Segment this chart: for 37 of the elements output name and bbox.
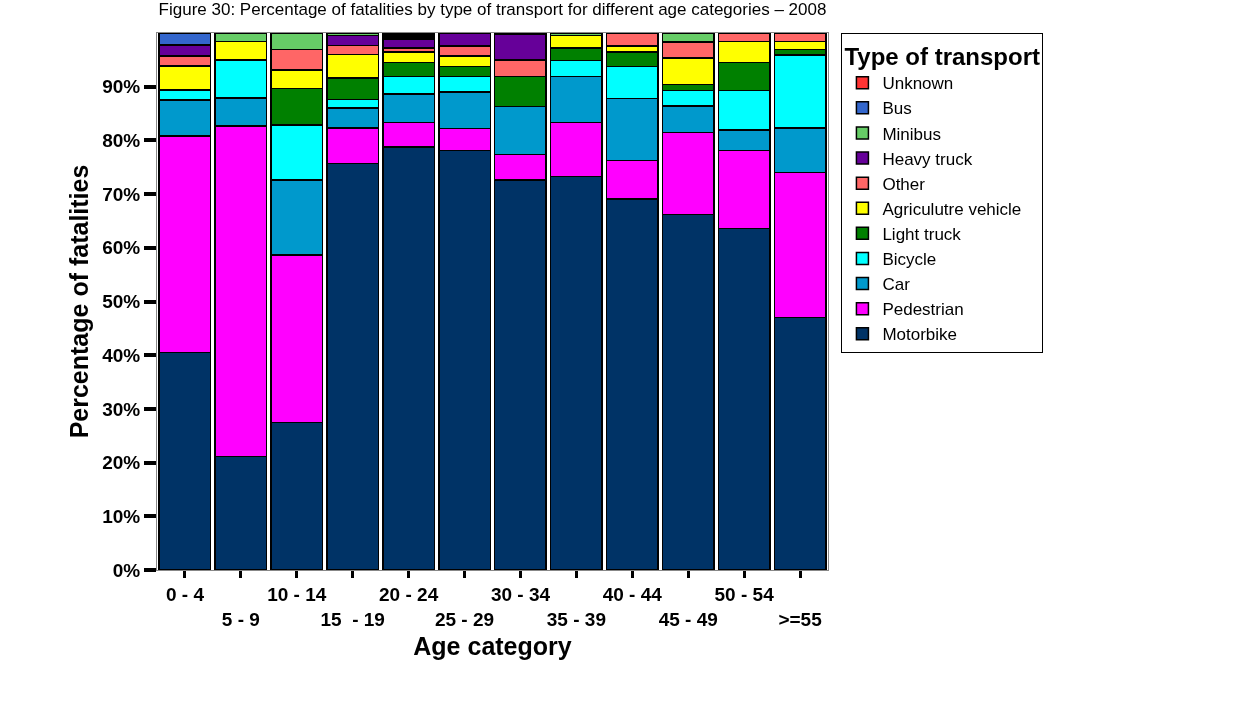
y-tick-label: 60% bbox=[102, 237, 141, 259]
legend-label: Bus bbox=[882, 99, 912, 119]
y-axis-title: Percentage of fatalities bbox=[64, 164, 93, 439]
legend-label: Agriculutre vehicle bbox=[882, 199, 1022, 219]
x-tick-label: 50 - 54 bbox=[714, 583, 775, 605]
y-tick-label: 50% bbox=[102, 291, 141, 313]
x-tick-label: 40 - 44 bbox=[602, 583, 663, 605]
x-axis-title: Age category bbox=[413, 631, 572, 660]
x-tick-label: 15 - 19 bbox=[320, 608, 385, 630]
legend-label: Minibus bbox=[882, 124, 942, 144]
legend-label: Other bbox=[882, 174, 926, 194]
x-tick-label: 30 - 34 bbox=[490, 583, 551, 605]
x-tick-label: >=55 bbox=[778, 608, 823, 630]
y-tick-label: 70% bbox=[102, 183, 141, 205]
y-tick-label: 0% bbox=[112, 559, 141, 581]
x-tick-label: 35 - 39 bbox=[546, 608, 606, 630]
x-tick-label: 20 - 24 bbox=[379, 583, 439, 605]
legend-label: Unknown bbox=[882, 74, 954, 94]
legend-label: Car bbox=[882, 275, 911, 295]
x-tick-label: 0 - 4 bbox=[165, 583, 205, 605]
legend-label: Heavy truck bbox=[882, 149, 973, 169]
legend-label: Bicycle bbox=[882, 250, 937, 270]
chart-title: Figure 30: Percentage of fatalities by type of transport for different age categories – 2008 bbox=[158, 0, 827, 20]
x-tick-label: 45 - 49 bbox=[658, 608, 718, 630]
y-tick-label: 40% bbox=[102, 344, 141, 366]
legend-title: Type of transport bbox=[844, 43, 1040, 71]
y-tick-label: 30% bbox=[102, 398, 141, 420]
y-tick-label: 90% bbox=[102, 76, 141, 98]
x-tick-label: 25 - 29 bbox=[434, 608, 495, 630]
y-tick-label: 20% bbox=[102, 452, 141, 474]
legend-label: Pedestrian bbox=[882, 300, 964, 320]
x-tick-label: 5 - 9 bbox=[221, 608, 260, 630]
y-tick-label: 10% bbox=[102, 505, 141, 527]
x-tick-label: 10 - 14 bbox=[267, 583, 327, 605]
legend-label: Light truck bbox=[882, 224, 962, 244]
legend-label: Motorbike bbox=[882, 325, 958, 345]
y-tick-label: 80% bbox=[102, 130, 141, 152]
